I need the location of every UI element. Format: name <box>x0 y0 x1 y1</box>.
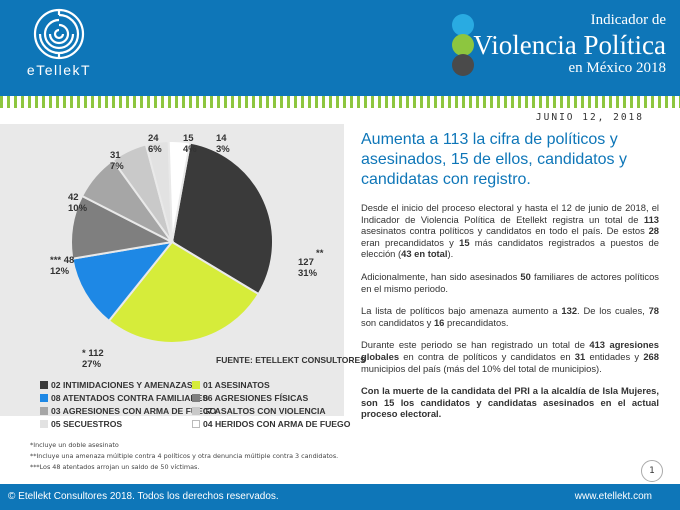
pie-slice <box>167 140 192 243</box>
blue-dot <box>452 14 474 36</box>
legend-label: 01 ASESINATOS <box>203 380 270 390</box>
legend-item: 07 ASALTOS CON VIOLENCIA <box>192 406 326 416</box>
slice-percent: 12% <box>50 266 70 277</box>
legend-swatch <box>192 420 200 428</box>
header-banner: eTellekT Indicador de Violencia Política… <box>0 0 680 96</box>
slice-label: 31 7% <box>110 150 124 172</box>
article-body: Desde el inicio del proceso electoral y … <box>361 202 659 431</box>
legend-swatch <box>40 420 48 428</box>
page-number: 1 <box>641 460 663 482</box>
paragraph: La lista de políticos bajo amenaza aumen… <box>361 305 659 328</box>
slice-marker: ** <box>316 248 324 259</box>
brand-dots <box>452 14 476 76</box>
slice-label: 15 4% <box>183 133 197 155</box>
paragraph: Desde el inicio del proceso electoral y … <box>361 202 659 260</box>
slice-percent: 10% <box>68 203 88 214</box>
legend-swatch <box>40 407 48 415</box>
pie-slice <box>71 240 175 323</box>
logo-text: eTellekT <box>26 62 92 78</box>
legend-item: 08 ATENTADOS CONTRA FAMILIARES <box>40 393 208 403</box>
labyrinth-logo-icon <box>33 8 85 60</box>
copyright-text: © Etellekt Consultores 2018. Todos los d… <box>8 491 279 502</box>
pie-chart <box>70 140 274 344</box>
paragraph: Durante este periodo se han registrado u… <box>361 339 659 374</box>
legend-item: 01 ASESINATOS <box>192 380 270 390</box>
slice-value: *** 48 <box>50 255 75 266</box>
legend-item: 02 INTIMIDACIONES Y AMENAZAS <box>40 380 193 390</box>
legend-label: 05 SECUESTROS <box>51 419 123 429</box>
legend-label: 03 AGRESIONES CON ARMA DE FUEGO <box>51 406 217 416</box>
slice-percent: 6% <box>148 144 162 155</box>
title-line-3: en México 2018 <box>568 60 666 76</box>
slice-value: 42 <box>68 192 79 203</box>
slice-value: 24 <box>148 133 159 144</box>
footnote: *Incluye un doble asesinato <box>30 441 119 449</box>
paragraph: Adicionalmente, han sido asesinados 50 f… <box>361 270 659 294</box>
slice-label: 24 6% <box>148 133 162 155</box>
slice-label: 127 31% <box>298 257 317 279</box>
legend-item: 04 HERIDOS CON ARMA DE FUEGO <box>192 419 350 429</box>
slice-label: *** 48 12% <box>50 255 74 277</box>
footnotes: *Incluye un doble asesinato **Incluye un… <box>30 440 338 473</box>
title-line-1: Indicador de <box>590 12 666 28</box>
slice-value: 15 <box>183 133 194 144</box>
footnote: **Incluye una amenaza múltiple contra 4 … <box>30 452 339 460</box>
legend-label: 04 HERIDOS CON ARMA DE FUEGO <box>203 419 351 429</box>
website-link[interactable]: www.etellekt.com <box>574 491 652 502</box>
footnote: ***Los 48 atentados arrojan un saldo de … <box>30 463 200 471</box>
slice-value: * 112 <box>82 348 104 359</box>
slice-label: 42 10% <box>68 192 87 214</box>
legend-swatch <box>40 381 48 389</box>
headline: Aumenta a 113 la cifra de políticos y as… <box>361 131 627 188</box>
green-dot <box>452 34 474 56</box>
slice-value: 127 <box>298 257 314 268</box>
report-date: JUNIO 12, 2018 <box>535 112 644 123</box>
legend-label: 06 AGRESIONES FÍSICAS <box>203 393 309 403</box>
legend-swatch <box>192 381 200 389</box>
legend-item: 06 AGRESIONES FÍSICAS <box>192 393 308 403</box>
slice-percent: 7% <box>110 161 124 172</box>
legend-swatch <box>40 394 48 402</box>
paragraph: Con la muerte de la candidata del PRI a … <box>361 385 659 420</box>
slice-percent: 31% <box>298 268 318 279</box>
slice-percent: 4% <box>183 144 197 155</box>
legend-item: 05 SECUESTROS <box>40 419 122 429</box>
title-line-2: Violencia Política <box>473 30 666 60</box>
legend-label: 07 ASALTOS CON VIOLENCIA <box>203 406 326 416</box>
slice-value: 31 <box>110 150 121 161</box>
legend-item: 03 AGRESIONES CON ARMA DE FUEGO <box>40 406 216 416</box>
footer-bar: © Etellekt Consultores 2018. Todos los d… <box>0 484 680 510</box>
legend-swatch <box>192 394 200 402</box>
decorative-stripe <box>0 96 680 108</box>
legend-swatch <box>192 407 200 415</box>
gray-dot <box>452 54 474 76</box>
legend-label: 02 INTIMIDACIONES Y AMENAZAS <box>51 380 193 390</box>
slice-label: 14 3% <box>216 133 230 155</box>
legend-label: 08 ATENTADOS CONTRA FAMILIARES <box>51 393 209 403</box>
pie-slice <box>107 240 260 344</box>
chart-source: FUENTE: ETELLEKT CONSULTORES <box>216 355 366 365</box>
slice-label: * 112 27% <box>82 348 104 370</box>
slice-percent: 3% <box>216 144 230 155</box>
slice-percent: 27% <box>82 359 102 370</box>
slice-value: 14 <box>216 133 227 144</box>
